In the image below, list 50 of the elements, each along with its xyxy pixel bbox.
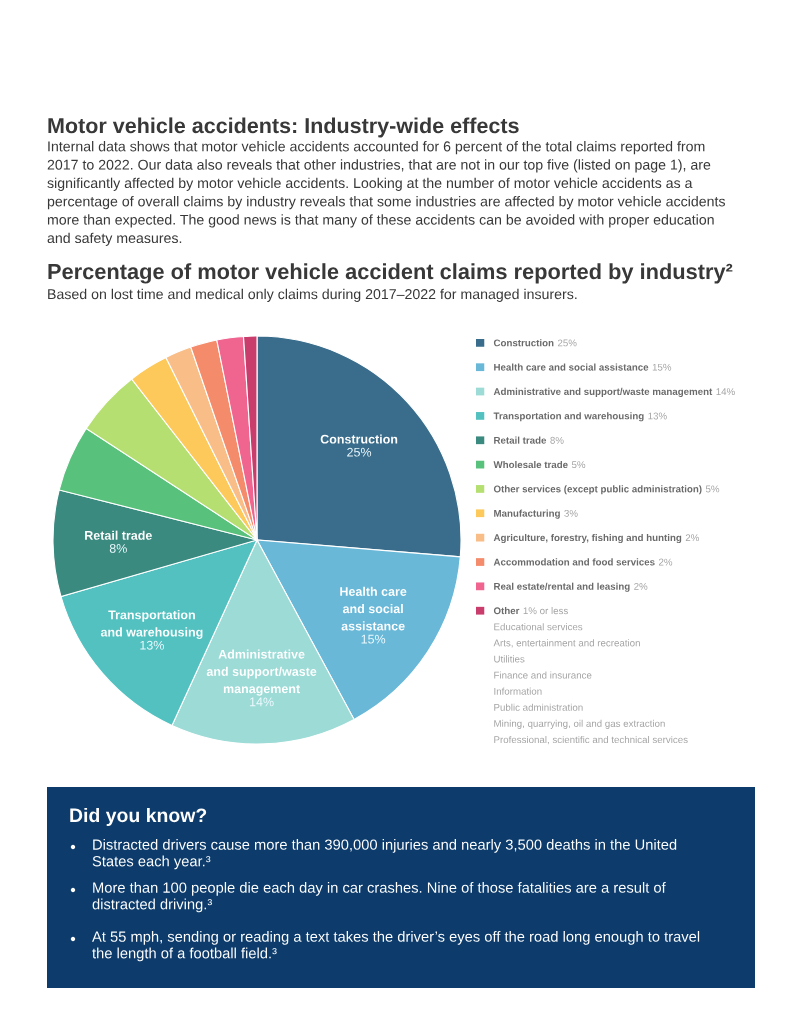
slice-label: Administrative and support/waste management [206,649,317,696]
legend-label: Wholesale trade [493,460,568,469]
text: Finance and insurance [494,671,592,679]
text: 15% [652,363,672,371]
chart-subtitle: Based on lost time and medical only claims during 2017–2022 for managed insurers. [48,288,577,302]
text: At 55 mph, sending or reading a text takes the driver’s eyes off the road long enough to travel the length of a football field.³ [92,931,700,962]
data-label: 2% [658,558,673,566]
text: 8% [550,436,564,444]
slice-label: Health care and social assistance [340,586,407,631]
data-label: 13% [140,640,164,650]
text: 14% [716,388,735,395]
text: Educational services [494,623,583,631]
text: 13% [648,412,667,420]
legend-label: Other services (except public administration) [493,485,702,495]
text: Information [494,687,542,695]
text: Internal data shows that motor vehicle accidents accounted for 6 percent of the total claims reported from 2017 to 2022. Our data also reveals that other industries, that are not in our top five (listed on page 1), are significantly affected by motor vehicle accidents. Looking at the number of motor vehicle accidents as a percentage of overall claims by industry reveals that some industries are affected by motor vehicle accidents more than expected. The good news is that many of these accidents can be avoided with proper education and safety measures. [47,141,725,246]
slice-label: Construction [320,434,398,444]
data-label: 3% [564,509,578,517]
legend-label: Accommodation and food services [493,558,655,566]
data-label: 25% [347,447,372,457]
data-label: 8% [109,544,127,553]
legend-label: Other [493,607,520,615]
slice-label: Retail trade [85,530,152,540]
text: Distracted drivers cause more than 390,000 injuries and nearly 3,500 deaths in the United States each year.³ [92,839,677,870]
legend-label: Manufacturing [494,509,560,519]
data-label: 5% [705,485,720,493]
text: Did you know? [70,807,207,827]
data-label: 15% [361,634,386,644]
chart-title: Percentage of motor vehicle accident claims reported by industry² [48,263,733,284]
legend-label: Retail trade [494,436,547,444]
text: Arts, entertainment and recreation [493,639,640,648]
legend-label: Transportation and warehousing [493,412,644,422]
text: Public administration [494,703,583,711]
text: Professional, scientific and technical services [494,735,688,745]
slice-label: Transportation and warehousing [100,610,203,640]
data-label: 1% or less [523,607,568,615]
data-label: 14% [250,697,274,707]
text: Utilities [494,655,525,663]
legend-label: Health care and social assistance [494,363,649,371]
data-label: 2% [685,534,699,542]
data-label: 5% [571,461,586,469]
text: 25% [557,339,577,347]
legend-label: Construction [493,339,554,347]
legend-label: Administrative and support/waste management [493,387,713,397]
text: Motor vehicle accidents: Industry-wide effects [48,117,519,138]
text: Mining, quarrying, oil and gas extraction [494,719,665,729]
legend-label: Agriculture, forestry, fishing and hunting [493,533,682,544]
legend-label: Real estate/rental and leasing [494,582,630,592]
data-label: 2% [634,582,648,590]
text: More than 100 people die each day in car crashes. Nine of those fatalities are a result of distracted driving.³ [92,882,666,913]
